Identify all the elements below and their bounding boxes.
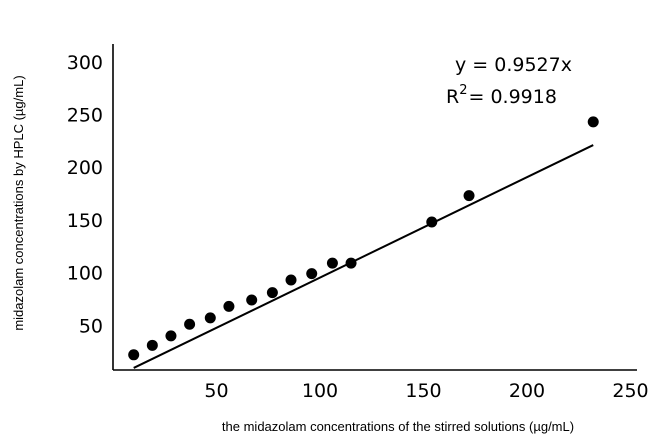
r-squared-superscript: 2 bbox=[459, 83, 467, 98]
data-point bbox=[326, 257, 338, 269]
x-tick-label: 150 bbox=[405, 380, 441, 402]
data-point bbox=[204, 312, 216, 324]
trendline bbox=[133, 144, 594, 369]
y-tick-label: 100 bbox=[67, 263, 103, 285]
data-point bbox=[223, 300, 235, 312]
trendline-equation: y = 0.9527x bbox=[455, 54, 572, 76]
x-tick-label: 100 bbox=[302, 380, 338, 402]
x-tick-label: 50 bbox=[204, 380, 228, 402]
y-tick-label: 150 bbox=[67, 210, 103, 232]
y-tick-label: 50 bbox=[79, 315, 103, 337]
y-tick-label: 200 bbox=[67, 157, 103, 179]
x-tick-labels: 50 100 150 200 250 bbox=[204, 380, 648, 402]
data-point bbox=[266, 287, 278, 299]
r-squared-label: R2= 0.9918 bbox=[446, 83, 557, 108]
data-point bbox=[306, 268, 318, 280]
data-point bbox=[184, 318, 196, 330]
x-axis-title: the midazolam concentrations of the stir… bbox=[222, 419, 574, 434]
data-points bbox=[128, 116, 599, 361]
data-point bbox=[246, 294, 258, 306]
data-point bbox=[128, 349, 140, 361]
y-axis-title: midazolam concentrations by HPLC (µg/mL) bbox=[11, 75, 26, 330]
r-squared-prefix: R bbox=[446, 86, 459, 108]
data-point bbox=[426, 216, 438, 228]
y-tick-label: 300 bbox=[67, 52, 103, 74]
data-point bbox=[463, 190, 475, 202]
axes bbox=[112, 44, 637, 371]
r-squared-value: = 0.9918 bbox=[468, 86, 556, 108]
y-tick-label: 250 bbox=[67, 105, 103, 127]
x-tick-label: 200 bbox=[509, 380, 545, 402]
x-tick-label: 250 bbox=[612, 380, 648, 402]
data-point bbox=[165, 330, 177, 342]
data-point bbox=[146, 339, 158, 351]
data-point bbox=[285, 274, 297, 286]
data-point bbox=[345, 257, 357, 269]
data-point bbox=[587, 116, 599, 128]
y-tick-labels: 50 100 150 200 250 300 bbox=[67, 52, 103, 337]
